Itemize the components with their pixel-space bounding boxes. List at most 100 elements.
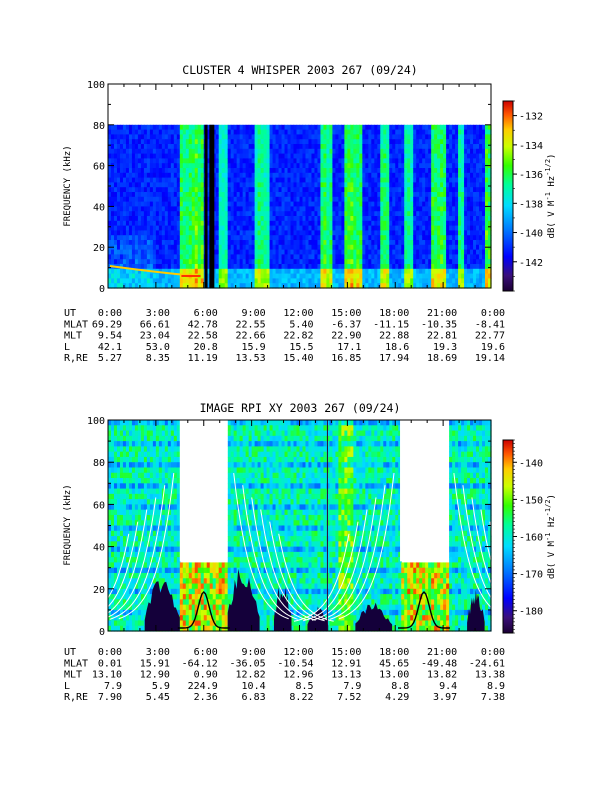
spectrogram-cell [125,441,130,447]
spectrogram-cell [362,201,366,207]
spectrogram-cell [149,235,154,241]
spectrogram-cell [341,264,345,270]
spectrogram-cell [323,220,328,227]
spectrogram-cell [125,425,130,432]
spectrogram-cell [470,254,474,260]
spectrogram-cell [281,268,286,275]
spectrogram-cell [182,268,187,275]
spectrogram-cell [287,187,292,193]
spectrogram-cell [119,557,124,564]
spectrogram-cell [149,249,154,255]
spectrogram-cell [314,211,319,217]
spectrogram-cell [422,268,426,275]
spectrogram-cell [278,144,283,150]
spectrogram-cell [122,259,127,265]
spectrogram-cell [224,168,229,174]
spectrogram-cell [131,557,136,564]
table-value: 0:00 [98,308,122,319]
spectrogram-cell [248,163,253,169]
spectrogram-cell [347,172,351,179]
spectrogram-cell [113,187,118,193]
spectrogram-cell [458,153,462,159]
table-value: -10.35 [421,319,457,330]
spectrogram-cell [344,196,348,203]
spectrogram-cell [296,216,301,222]
spectrogram-cell [108,594,112,600]
spectrogram-cell [194,158,199,164]
spectrogram-cell [356,273,360,279]
spectrogram-cell [311,129,316,135]
spectrogram-cell [179,158,184,164]
spectrogram-cell [221,211,226,217]
spectrogram-cell [128,139,133,145]
spectrogram-cell [413,187,417,193]
spectrogram-cell [386,192,390,198]
spectrogram-cell [383,134,387,140]
spectrogram-cell [167,144,172,150]
spectrogram-cell [410,264,414,270]
spectrogram-cell [290,244,295,251]
spectrogram-cell [359,187,363,193]
spectrogram-cell [212,201,217,207]
spectrogram-cell [122,124,127,131]
spectrogram-cell [188,235,193,241]
spectrogram-cell [119,620,124,627]
spectrogram-cell [278,230,283,236]
spectrogram-cell [128,520,133,527]
spectrogram-cell [431,144,435,150]
spectrogram-cell [413,230,417,236]
spectrogram-cell [413,206,417,212]
spectrogram-cell [302,148,307,155]
spectrogram-cell [233,163,238,169]
spectrogram-cell [272,254,277,260]
spectrogram-cell [131,483,136,490]
spectrogram-cell [407,172,411,179]
spectrogram-cell [401,264,405,270]
spectrogram-cell [281,206,286,212]
spectrogram-cell [113,588,118,595]
spectrogram-cell [386,249,390,255]
spectrogram-cell [224,139,229,145]
spectrogram-cell [386,225,390,231]
spectrogram-cell [476,216,480,222]
spectrogram-cell [470,144,474,150]
spectrogram-cell [137,153,142,159]
spectrogram-cell [155,206,160,212]
spectrogram-cell [206,211,211,217]
spectrogram-cell [338,168,342,174]
spectrogram-cell [401,283,405,289]
spectrogram-cell [392,201,396,207]
spectrogram-cell [158,177,163,183]
spectrogram-cell [446,177,450,183]
spectrogram-cell [344,129,348,135]
spectrogram-cell [242,153,247,159]
spectrogram-cell [299,134,304,140]
spectrogram-cell [125,620,130,627]
spectrogram-cell [239,124,244,131]
spectrogram-cell [230,182,235,188]
spectrogram-cell [353,283,357,289]
spectrogram-cell [320,283,325,289]
spectrogram-cell [119,139,124,145]
spectrogram-cell [371,139,375,145]
spectrogram-cell [479,264,483,270]
spectrogram-cell [413,216,417,222]
spectrogram-cell [110,572,115,579]
spectrogram-cell [215,235,220,241]
spectrogram-cell [278,244,283,251]
spectrogram-cell [431,216,435,222]
spectrogram-cell [230,268,235,275]
spectrogram-cell [455,254,459,260]
spectrogram-cell [338,124,342,131]
spectrogram-cell [200,244,205,251]
spectrogram-cell [182,283,187,289]
spectrogram-cell [287,225,292,231]
spectrogram-cell [200,192,205,198]
spectrogram-cell [341,235,345,241]
spectrogram-cell [464,206,468,212]
spectrogram-cell [413,201,417,207]
spectrogram-cell [125,124,130,131]
spectrogram-cell [227,230,232,236]
spectrogram-cell [269,124,274,131]
spectrogram-cell [302,139,307,145]
